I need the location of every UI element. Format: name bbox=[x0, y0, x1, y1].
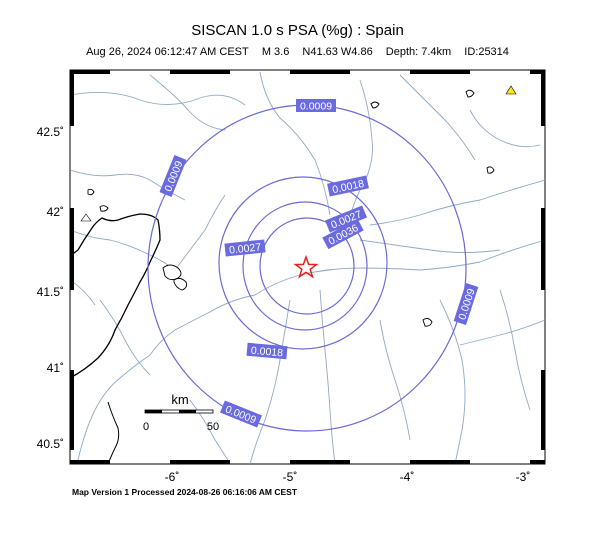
station-triangle-icon bbox=[80, 213, 92, 222]
contour-0027 bbox=[242, 201, 368, 331]
contour-label: 0.0018 bbox=[250, 345, 283, 360]
map-frame bbox=[69, 69, 546, 465]
map-title: SISCAN 1.0 s PSA (%g) : Spain bbox=[191, 22, 404, 39]
event-magnitude: M 3.6 bbox=[261, 46, 290, 58]
event-location: N41.63 W4.86 bbox=[302, 46, 373, 58]
lon-label: -3˚ bbox=[516, 470, 531, 484]
station-triangle-icon bbox=[505, 85, 517, 95]
contour-0018 bbox=[218, 176, 388, 350]
contour-0036 bbox=[259, 217, 355, 315]
lat-label: 41.5˚ bbox=[37, 285, 64, 299]
scale-start: 0 bbox=[143, 421, 149, 433]
scale-bar: km 0 50 bbox=[143, 392, 219, 433]
event-info: Aug 26, 2024 06:12:47 AM CEST M 3.6 N41.… bbox=[0, 46, 595, 58]
national-border bbox=[70, 213, 161, 379]
reservoirs-layer bbox=[87, 89, 495, 327]
event-date: Aug 26, 2024 06:12:47 AM CEST bbox=[86, 46, 249, 58]
lon-label: -5˚ bbox=[283, 470, 298, 484]
contour-label: 0.0009 bbox=[300, 101, 332, 113]
lon-label: -4˚ bbox=[400, 470, 415, 484]
event-depth: Depth: 7.4km bbox=[385, 46, 452, 58]
lat-label: 41˚ bbox=[47, 361, 64, 375]
scale-unit: km bbox=[171, 392, 188, 407]
lon-label: -6˚ bbox=[165, 470, 180, 484]
lat-axis-labels: 42.5˚ 42˚ 41.5˚ 41˚ 40.5˚ bbox=[37, 125, 64, 451]
contour-label: 0.0027 bbox=[229, 241, 262, 256]
scale-end: 50 bbox=[207, 421, 219, 433]
lat-label: 40.5˚ bbox=[37, 437, 64, 451]
event-id: ID:25314 bbox=[464, 46, 509, 58]
frame-ticks bbox=[70, 70, 545, 464]
border-segment bbox=[107, 401, 120, 464]
lat-label: 42.5˚ bbox=[37, 125, 64, 139]
epicenter-star-icon bbox=[293, 254, 319, 279]
map-version-footer: Map Version 1 Processed 2024-08-26 06:16… bbox=[72, 487, 298, 497]
lat-label: 42˚ bbox=[47, 205, 64, 219]
lon-axis-labels: -6˚ -5˚ -4˚ -3˚ bbox=[165, 470, 531, 484]
